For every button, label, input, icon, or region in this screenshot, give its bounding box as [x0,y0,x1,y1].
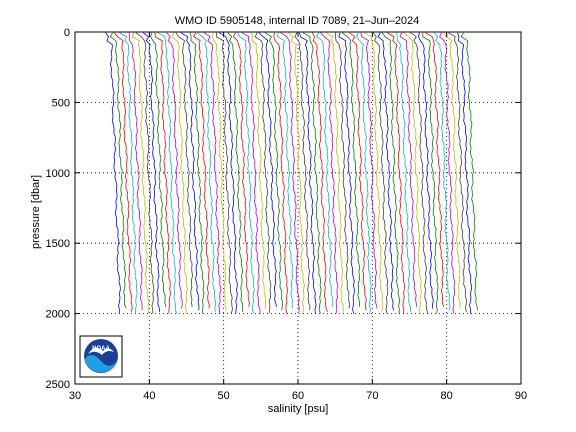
y-tick-label: 500 [52,97,70,109]
profile-line [372,32,389,314]
profile-line [227,32,244,312]
x-tick-label: 30 [69,390,81,402]
profile-line [381,32,400,314]
profile-line [356,32,372,314]
y-axis-title: pressure [dbar] [30,175,42,249]
profile-line [171,32,188,314]
profile-line [443,32,461,309]
profile-line [302,32,322,314]
profile-line [338,32,355,314]
profile-line [417,32,434,309]
profile-line [457,32,472,314]
profile-line [410,32,429,314]
profile-line [335,32,351,309]
profile-line [180,32,200,311]
profile-line [294,32,311,311]
profile-line [254,32,272,314]
x-axis-title: salinity [psu] [268,403,329,415]
profile-line [258,32,277,307]
profile-line [425,32,445,307]
logo-wave [84,354,118,373]
profile-line [325,32,344,314]
profile-line [109,32,127,309]
profile-line [349,32,367,311]
profile-line [237,32,255,314]
profile-line [128,32,143,311]
profile-line [114,32,133,313]
profile-line [360,32,378,309]
logo-text: NOAA [92,346,110,352]
profile-line [377,32,394,311]
profile-line [119,32,138,314]
profile-line [189,32,205,314]
profile-line [142,32,161,312]
tick-layer [74,31,522,385]
profile-line [211,32,228,311]
profile-line [448,32,468,312]
profile-layer [105,32,479,314]
profile-line [131,32,150,314]
profile-line [135,32,155,314]
profile-line [341,32,361,307]
profile-line [386,32,406,314]
profile-line [396,32,412,312]
profile-line [422,32,439,314]
profile-line [320,32,339,314]
profile-line [439,32,456,314]
profile-line [433,32,451,311]
profile-line [280,32,300,312]
profile-line [315,32,334,307]
profile-line [364,32,384,312]
profile-line [264,32,284,311]
profile-line [403,32,422,314]
profile-line [105,32,121,314]
profile-line [288,32,305,314]
x-tick-label: 60 [292,390,304,402]
x-tick-label: 80 [441,390,453,402]
y-tick-label: 0 [64,27,70,39]
profile-line [175,32,194,307]
profile-line [298,32,317,314]
profile-line [311,32,328,313]
profile-line [241,32,261,314]
logo-gull [88,347,114,355]
profile-line [219,32,238,314]
profile-line [460,32,479,311]
x-tick-label: 50 [218,390,230,402]
profile-line [166,32,183,309]
y-tick-label: 2000 [46,309,70,321]
y-tick-labels: 0 500 1000 1500 2000 2500 [46,27,70,391]
profile-line [157,32,178,314]
x-tick-label: 40 [143,390,155,402]
chart-title: WMO ID 5905148, internal ID 7089, 21–Jun… [175,15,420,27]
profile-line [232,32,250,307]
profile-line [197,32,217,312]
profile-line [203,32,222,314]
profile-line [399,32,418,307]
noaa-logo: NOAA [79,335,123,378]
y-tick-label: 1000 [46,168,70,180]
x-tick-label: 70 [366,390,378,402]
profile-line [154,32,172,314]
profile-line [273,32,289,314]
profile-line [277,32,294,309]
y-tick-label: 2500 [46,379,70,391]
x-tick-label: 90 [515,390,527,402]
x-tick-labels: 30 40 50 60 70 80 90 [69,390,527,402]
profile-line [193,32,210,309]
profile-line [215,32,233,314]
profile-line [150,32,167,307]
y-tick-label: 1500 [46,238,70,250]
profile-line [250,32,267,309]
